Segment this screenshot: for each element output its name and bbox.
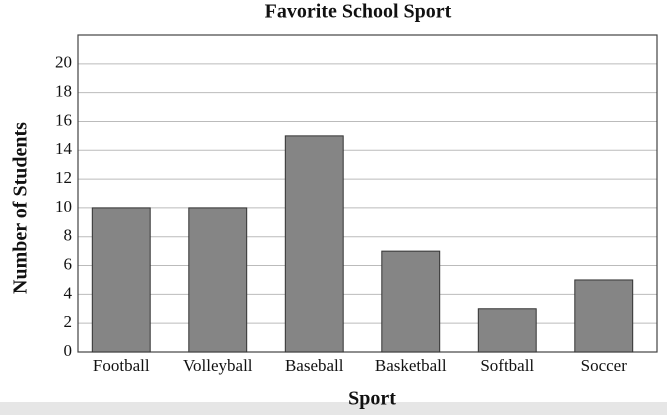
bottom-strip [0, 402, 667, 415]
bar [284, 135, 344, 353]
y-tick-label: 2 [64, 312, 73, 331]
y-tick-label: 8 [64, 226, 73, 245]
y-tick-label: 20 [55, 53, 72, 72]
x-tick-label: Basketball [375, 356, 447, 375]
x-tick-label: Football [93, 356, 150, 375]
bar [91, 207, 151, 353]
bar [188, 207, 248, 353]
y-tick-label: 14 [55, 139, 73, 158]
x-tick-label: Soccer [581, 356, 628, 375]
y-tick-label: 0 [64, 341, 73, 360]
chart-title: Favorite School Sport [265, 1, 452, 23]
y-tick-label: 12 [55, 168, 72, 187]
x-tick-label: Baseball [285, 356, 344, 375]
x-tick-label: Softball [480, 356, 534, 375]
x-axis-title: Sport [348, 388, 396, 410]
x-tick-label: Volleyball [183, 356, 253, 375]
y-tick-label: 18 [55, 82, 72, 101]
bar [477, 308, 537, 353]
y-tick-label: 4 [64, 283, 73, 302]
y-tick-label: 16 [55, 110, 72, 129]
bar [381, 250, 441, 353]
plot-frame [77, 34, 658, 353]
y-tick-label: 10 [55, 197, 72, 216]
y-tick-label: 6 [64, 254, 73, 273]
bar [574, 279, 634, 353]
y-axis-title: Number of Students [10, 122, 32, 294]
